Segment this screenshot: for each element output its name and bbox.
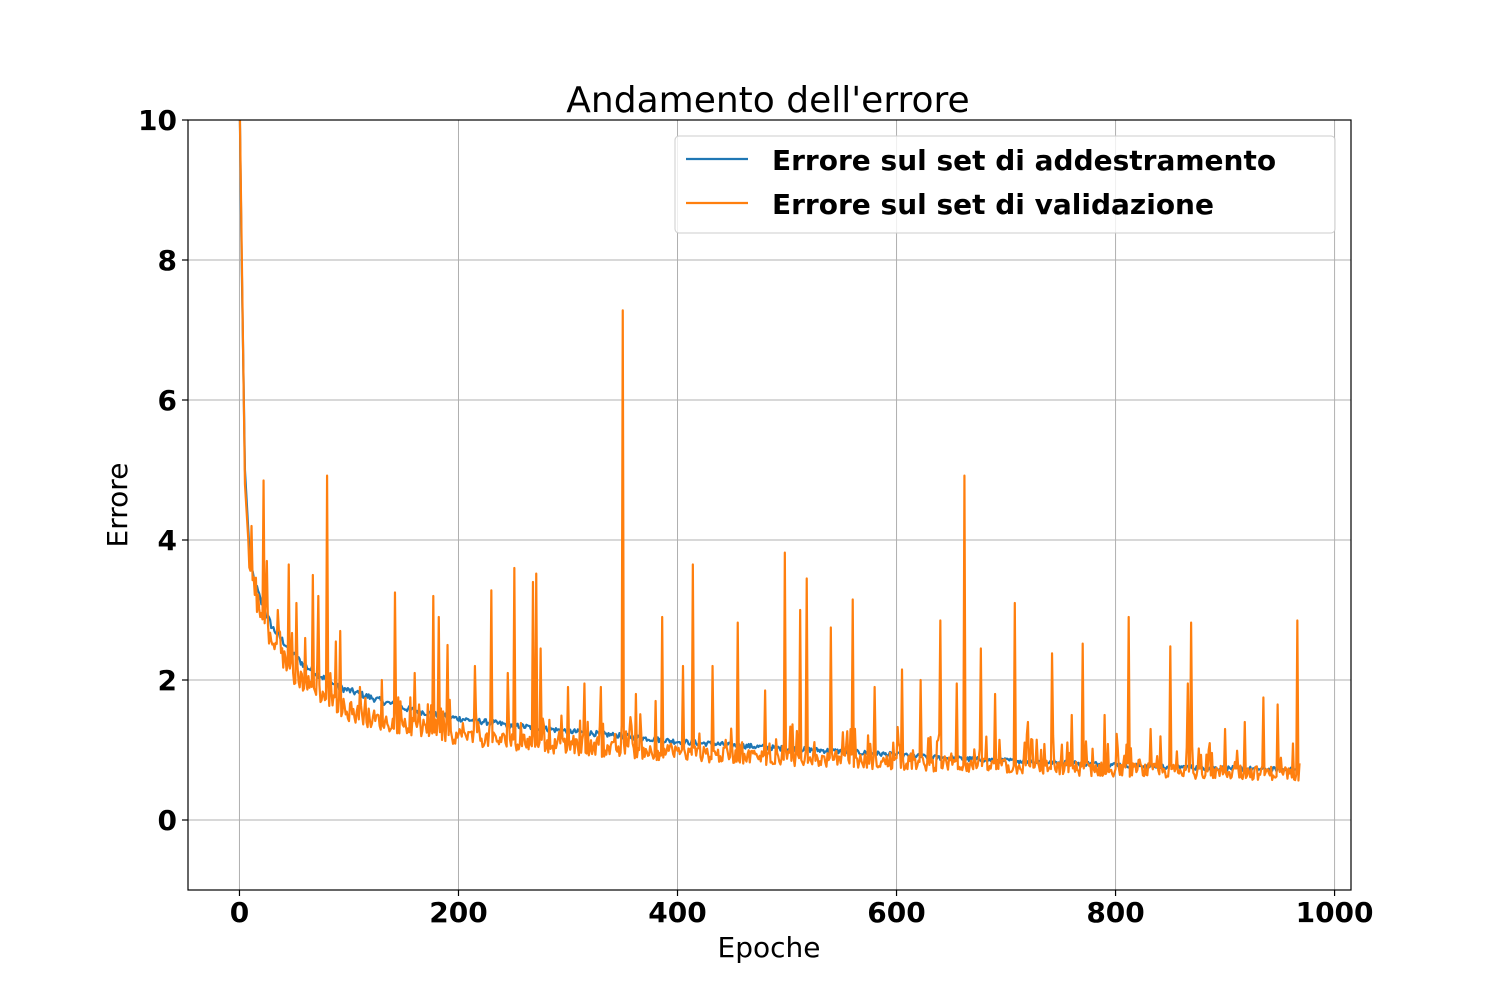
legend-label-train: Errore sul set di addestramento — [772, 144, 1276, 177]
y-tick-label: 0 — [158, 804, 177, 837]
x-tick-label: 0 — [230, 896, 249, 929]
plot-lines — [238, 120, 1301, 782]
y-tick-label: 6 — [158, 384, 177, 417]
plot-frame — [187, 119, 1352, 891]
y-axis-label: Errore — [101, 463, 134, 548]
series-line-validation — [238, 120, 1301, 782]
legend: Errore sul set di addestramento Errore s… — [674, 135, 1336, 234]
x-tick-label: 400 — [648, 896, 706, 929]
y-tick-label: 8 — [158, 244, 177, 277]
x-tick-label: 600 — [867, 896, 925, 929]
legend-label-validation: Errore sul set di validazione — [772, 188, 1214, 221]
x-tick-label: 800 — [1086, 896, 1144, 929]
y-tick-label: 2 — [158, 664, 177, 697]
legend-box — [674, 135, 1336, 234]
x-tick-label: 1000 — [1296, 896, 1374, 929]
y-tick-label: 4 — [158, 524, 177, 557]
axis-ticks: 0 200 400 600 800 1000 0 2 4 6 8 10 — [138, 104, 1374, 929]
y-tick-label: 10 — [138, 104, 177, 137]
x-tick-label: 200 — [429, 896, 487, 929]
chart-title: Andamento dell'errore — [566, 80, 969, 121]
x-axis-label: Epoche — [718, 931, 821, 964]
grid — [188, 119, 1351, 890]
